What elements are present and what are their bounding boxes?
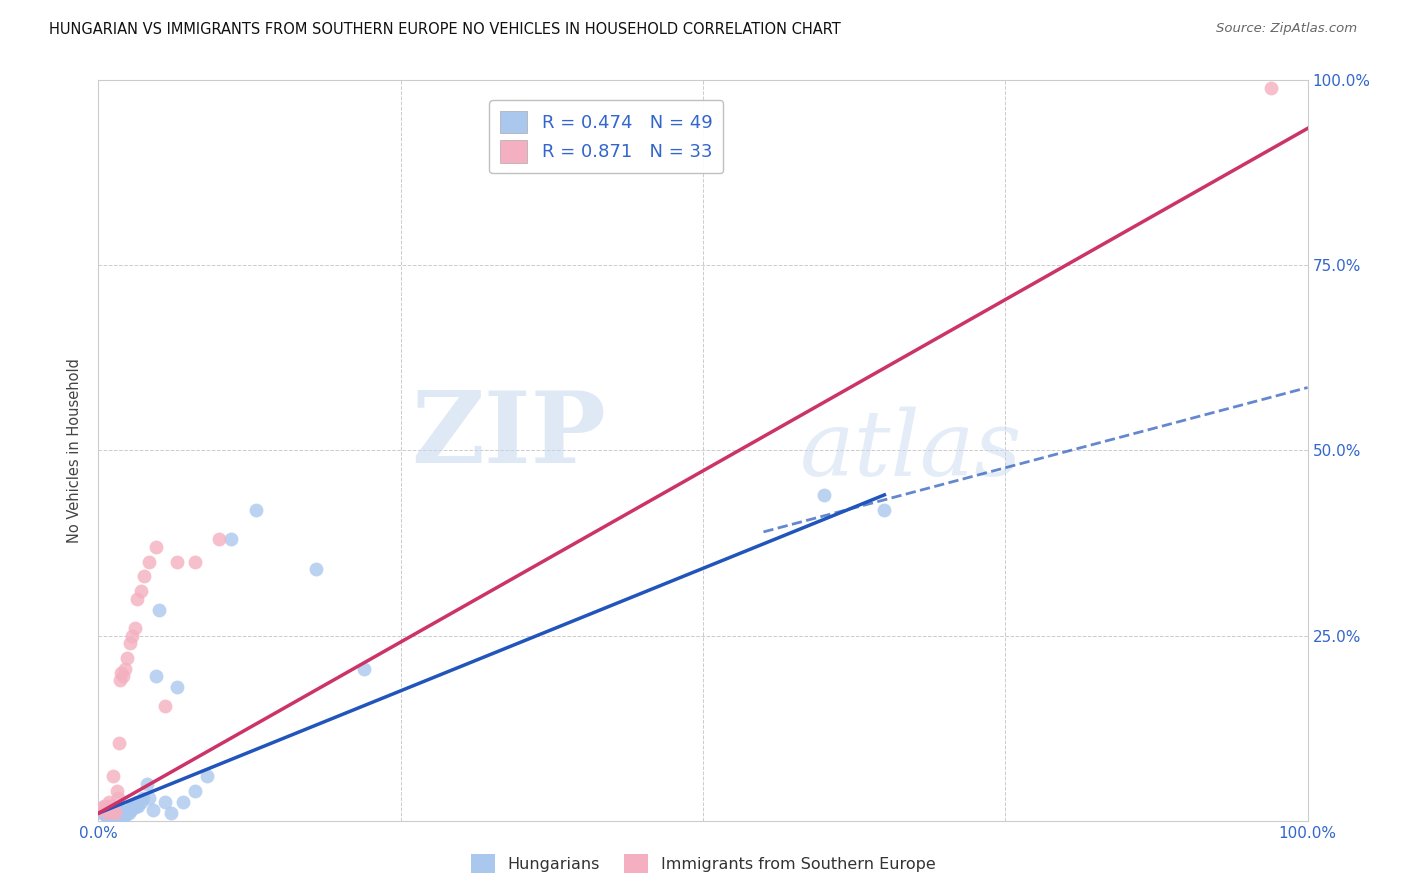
Point <box>98 795 121 809</box>
Point <box>108 673 131 687</box>
Point <box>221 533 243 547</box>
Point <box>108 803 131 817</box>
Point <box>94 807 117 822</box>
Text: Source: ZipAtlas.com: Source: ZipAtlas.com <box>1216 22 1357 36</box>
Point <box>110 665 132 680</box>
Point <box>122 798 145 813</box>
Point <box>117 806 139 821</box>
Point <box>93 798 115 813</box>
Point <box>114 662 136 676</box>
Point <box>104 806 127 821</box>
Point <box>129 795 152 809</box>
Point <box>91 803 114 817</box>
Point <box>91 800 114 814</box>
Point <box>353 662 375 676</box>
Point <box>97 806 120 821</box>
Point <box>117 650 139 665</box>
Point <box>121 628 143 642</box>
Point <box>96 798 118 813</box>
Point <box>813 488 835 502</box>
Point <box>100 805 122 819</box>
Point <box>93 806 115 821</box>
Point <box>108 806 131 821</box>
Point <box>172 795 194 809</box>
Point <box>103 803 125 817</box>
Point <box>115 803 138 817</box>
Point <box>166 555 188 569</box>
Point <box>124 800 146 814</box>
Point <box>97 807 120 822</box>
Point <box>145 540 167 554</box>
Point <box>127 795 149 809</box>
Point <box>153 795 176 809</box>
Point <box>184 784 207 798</box>
Point <box>138 791 160 805</box>
Point <box>148 602 170 616</box>
Point <box>98 803 121 817</box>
Point <box>120 803 142 817</box>
Point <box>103 807 125 822</box>
Text: HUNGARIAN VS IMMIGRANTS FROM SOUTHERN EUROPE NO VEHICLES IN HOUSEHOLD CORRELATIO: HUNGARIAN VS IMMIGRANTS FROM SOUTHERN EU… <box>49 22 841 37</box>
Point <box>145 669 167 683</box>
Point <box>111 669 134 683</box>
Point <box>114 805 136 819</box>
Point <box>118 806 141 821</box>
Point <box>105 784 128 798</box>
Point <box>91 806 114 821</box>
Point <box>108 736 131 750</box>
Point <box>121 800 143 814</box>
Point <box>101 805 124 819</box>
Y-axis label: No Vehicles in Household: No Vehicles in Household <box>67 358 83 543</box>
Point <box>100 798 122 813</box>
Point <box>184 555 207 569</box>
Point <box>125 798 148 813</box>
Point <box>208 533 231 547</box>
Point <box>127 798 149 813</box>
Text: atlas: atlas <box>800 406 1022 495</box>
Legend: Hungarians, Immigrants from Southern Europe: Hungarians, Immigrants from Southern Eur… <box>464 847 942 880</box>
Point <box>94 803 117 817</box>
Point <box>132 791 155 805</box>
Point <box>873 502 896 516</box>
Point <box>100 806 122 821</box>
Point <box>1260 80 1282 95</box>
Point <box>166 681 188 695</box>
Legend: R = 0.474   N = 49, R = 0.871   N = 33: R = 0.474 N = 49, R = 0.871 N = 33 <box>489 101 723 173</box>
Point <box>96 810 118 824</box>
Point <box>118 803 141 817</box>
Point <box>100 800 122 814</box>
Point <box>105 806 128 821</box>
Point <box>138 555 160 569</box>
Point <box>160 806 183 821</box>
Point <box>110 806 132 821</box>
Point <box>129 584 152 599</box>
Text: ZIP: ZIP <box>412 387 606 484</box>
Point <box>134 569 156 583</box>
Point <box>101 769 124 783</box>
Point <box>111 807 134 822</box>
Point <box>142 803 165 817</box>
Point <box>245 502 267 516</box>
Point <box>107 791 129 805</box>
Point <box>153 698 176 713</box>
Point <box>195 769 218 783</box>
Point <box>124 621 146 635</box>
Point <box>107 805 129 819</box>
Point <box>127 591 149 606</box>
Point <box>104 810 127 824</box>
Point <box>135 776 157 791</box>
Point <box>112 810 135 824</box>
Point <box>118 636 141 650</box>
Point <box>305 562 328 576</box>
